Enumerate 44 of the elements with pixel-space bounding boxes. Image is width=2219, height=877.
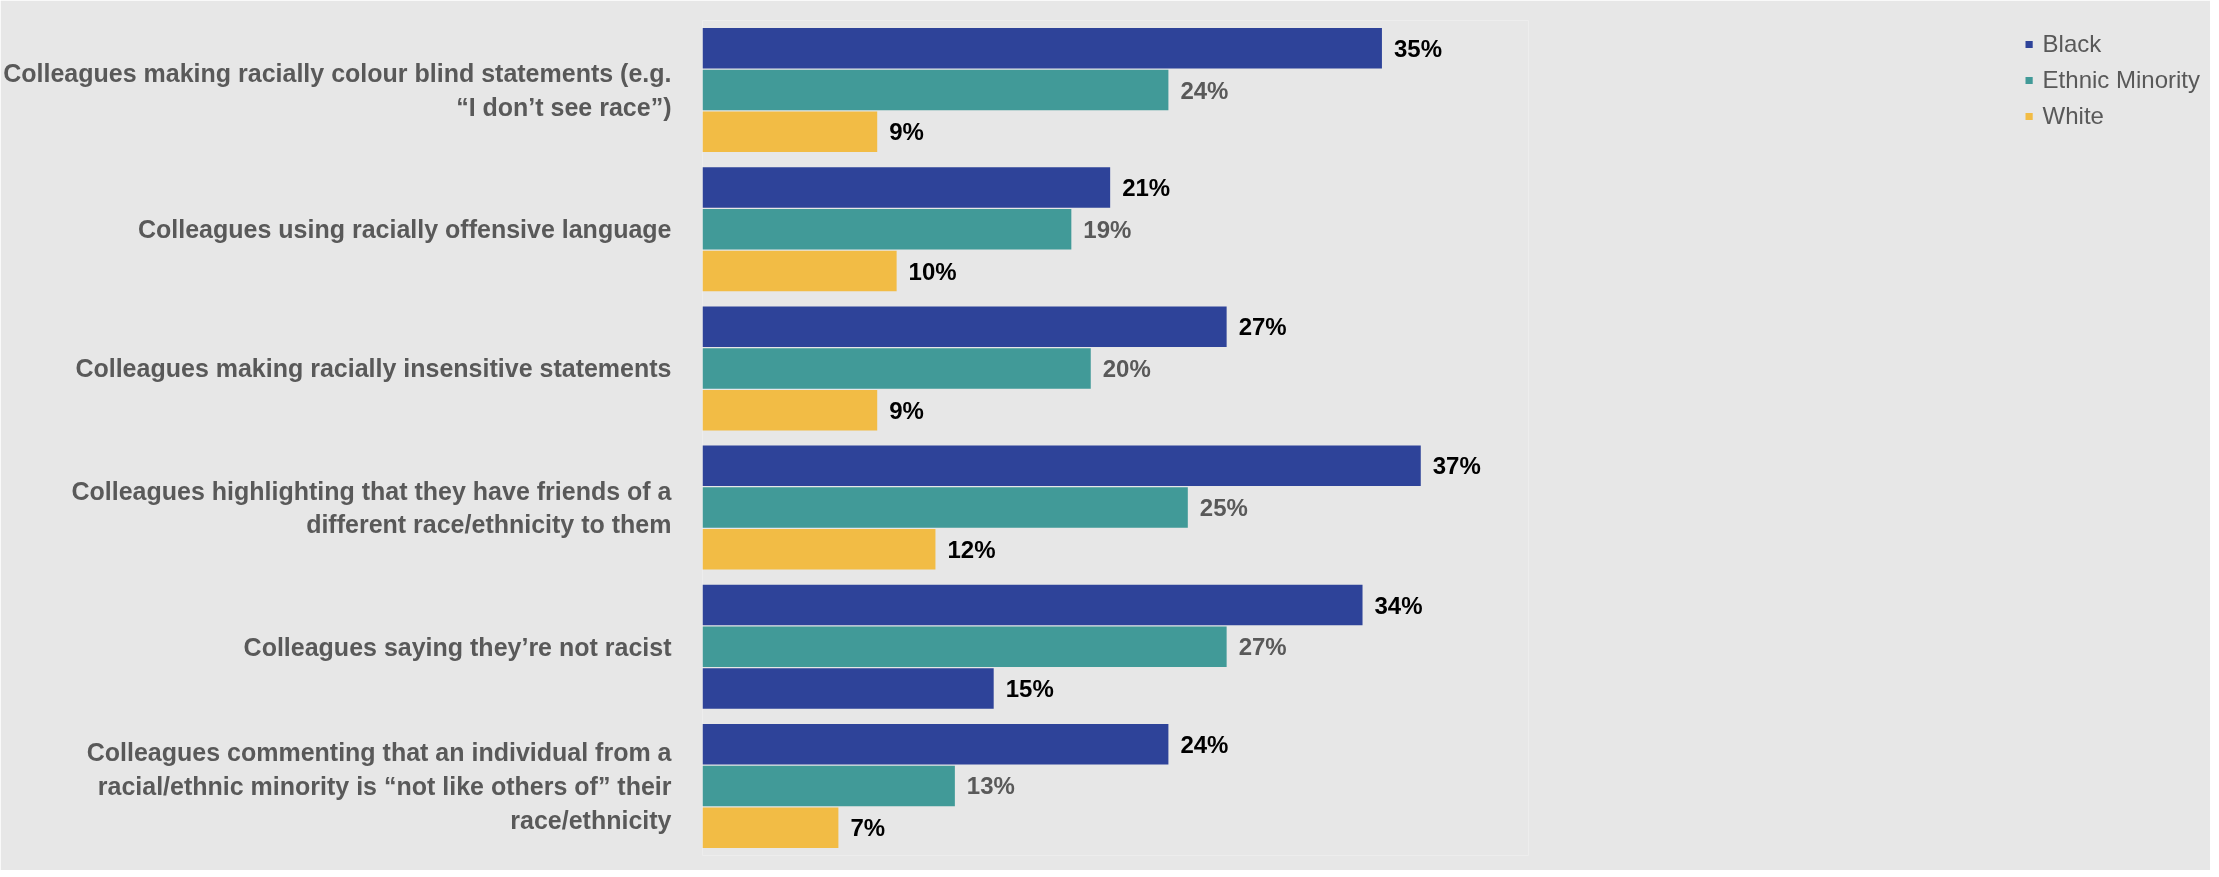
bar: [702, 626, 1227, 667]
data-label: 24%: [1180, 76, 1229, 104]
legend-label: Ethnic Minority: [2042, 66, 2200, 94]
bar: [702, 529, 936, 570]
bar: [702, 487, 1188, 528]
data-label: 25%: [1199, 494, 1248, 522]
data-label: 7%: [850, 814, 886, 842]
data-label: 21%: [1122, 174, 1171, 201]
y-tick-label: Colleagues using racially offensive language: [138, 215, 672, 244]
bar: [702, 111, 878, 153]
bar: [702, 445, 1421, 487]
data-label: 27%: [1238, 313, 1287, 341]
bar: [702, 250, 897, 292]
bar: [702, 306, 1227, 347]
bar: [702, 765, 955, 807]
bar: [702, 807, 839, 848]
data-label: 12%: [947, 535, 996, 563]
data-label: 20%: [1102, 354, 1151, 382]
bar: [702, 584, 1363, 626]
data-label: 35%: [1393, 34, 1442, 62]
data-label: 9%: [889, 396, 924, 424]
data-label: 34%: [1374, 591, 1423, 619]
bar: [702, 389, 878, 431]
bar: [702, 28, 1382, 69]
data-label: 27%: [1238, 633, 1287, 661]
y-tick-label: Colleagues commenting that an individual from a racial/ethnic minority is “not like others of” their race/ethnicity: [86, 738, 673, 834]
y-tick-label: Colleagues saying they’re not racist: [243, 632, 673, 661]
bar: [702, 69, 1169, 111]
data-label: 19%: [1083, 215, 1132, 243]
legend-label: White: [2042, 102, 2104, 130]
data-label: 13%: [966, 772, 1015, 800]
bar: [702, 348, 1091, 389]
data-label: 24%: [1180, 730, 1229, 758]
data-label: 9%: [889, 118, 924, 146]
legend-label: Black: [2042, 30, 2102, 58]
y-tick-label: Colleagues making racially insensitive statements: [75, 354, 672, 383]
data-label: 37%: [1432, 452, 1481, 480]
data-label: 15%: [1005, 675, 1054, 702]
bar: [702, 723, 1169, 765]
y-tick-label: Colleagues making racially colour blind statements (e.g. “I don’t see race”): [3, 59, 672, 121]
bar: [702, 209, 1072, 250]
y-tick-label: Colleagues highlighting that they have friends of a different race/ethnicity to them: [71, 476, 673, 539]
bar: [702, 167, 1111, 208]
data-label: 10%: [908, 257, 957, 285]
